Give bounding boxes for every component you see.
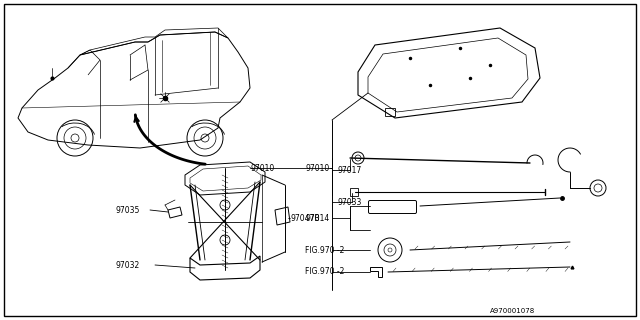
Text: A970001078: A970001078 — [490, 308, 535, 314]
Text: 97017: 97017 — [337, 165, 361, 174]
Text: 97014: 97014 — [305, 213, 329, 222]
Text: 97035: 97035 — [115, 205, 140, 214]
Text: 97033: 97033 — [337, 197, 362, 206]
Text: 97010: 97010 — [305, 164, 329, 172]
Text: FIG.970 -2: FIG.970 -2 — [305, 268, 344, 276]
Text: FIG.970 -2: FIG.970 -2 — [305, 245, 344, 254]
Text: 97047B: 97047B — [290, 213, 319, 222]
Text: 97010: 97010 — [250, 164, 275, 172]
Text: 97032: 97032 — [115, 260, 140, 269]
